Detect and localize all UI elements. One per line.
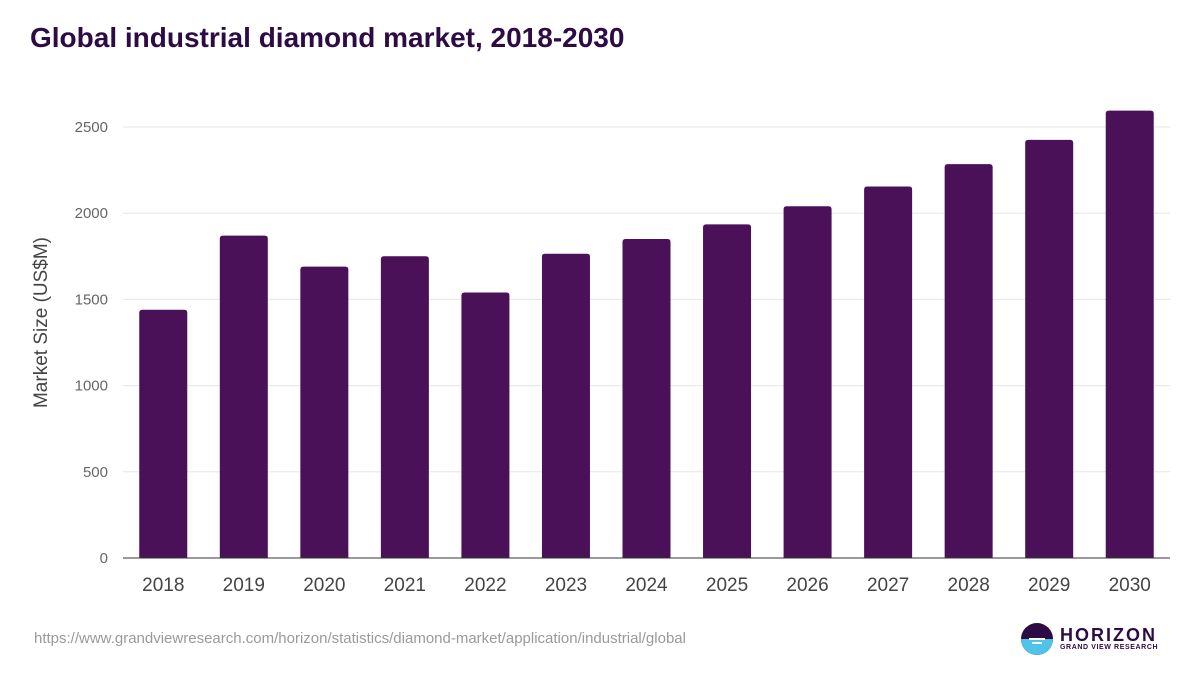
y-tick-label: 2500: [75, 119, 108, 136]
y-axis-label: Market Size (US$M): [31, 237, 52, 408]
bar-2018[interactable]: [139, 309, 188, 558]
bar-2026[interactable]: [783, 206, 832, 558]
brand-logo[interactable]: HORIZON GRAND VIEW RESEARCH: [1020, 622, 1160, 656]
x-tick-label: 2023: [545, 575, 587, 596]
horizon-sun-icon: [1021, 623, 1053, 655]
bar-2022[interactable]: [461, 292, 510, 558]
x-tick-label: 2027: [867, 575, 909, 596]
x-tick-label: 2028: [948, 575, 990, 596]
x-tick-label: 2029: [1028, 575, 1070, 596]
x-tick-label: 2026: [786, 575, 828, 596]
x-tick-label: 2021: [384, 575, 426, 596]
x-tick-label: 2025: [706, 575, 748, 596]
x-tick-label: 2030: [1109, 575, 1151, 596]
x-tick-label: 2024: [625, 575, 668, 596]
bar-2021[interactable]: [380, 256, 429, 558]
x-tick-label: 2020: [303, 575, 345, 596]
x-tick-label: 2022: [464, 575, 506, 596]
bar-2023[interactable]: [541, 253, 590, 559]
y-tick-label: 1500: [75, 291, 108, 308]
x-axis-ticks: 2018 2019 2020 2021 2022 2023 2024 2025 2026 2027…: [142, 575, 1151, 596]
bar-2019[interactable]: [219, 235, 268, 558]
chart-title: Global industrial diamond market, 2018-2…: [30, 22, 625, 53]
bar-2027[interactable]: [864, 186, 913, 558]
bars: [139, 110, 1154, 559]
x-tick-label: 2018: [142, 575, 184, 596]
bar-2029[interactable]: [1025, 139, 1074, 558]
source-url[interactable]: https://www.grandviewresearch.com/horizo…: [34, 630, 686, 647]
y-axis-ticks: 0 500 1000 1500 2000 2500: [75, 119, 108, 567]
x-tick-label: 2019: [223, 575, 265, 596]
bar-2024[interactable]: [622, 239, 671, 558]
y-tick-label: 2000: [75, 205, 108, 222]
bar-2025[interactable]: [703, 224, 752, 558]
y-tick-label: 0: [100, 550, 108, 567]
bar-2030[interactable]: [1105, 110, 1154, 558]
y-tick-label: 1000: [75, 378, 108, 395]
brand-name: HORIZON: [1060, 625, 1157, 645]
bar-2020[interactable]: [300, 266, 349, 558]
bar-2028[interactable]: [944, 164, 993, 559]
brand-subtitle: GRAND VIEW RESEARCH: [1060, 644, 1159, 651]
y-tick-label: 500: [83, 464, 108, 481]
